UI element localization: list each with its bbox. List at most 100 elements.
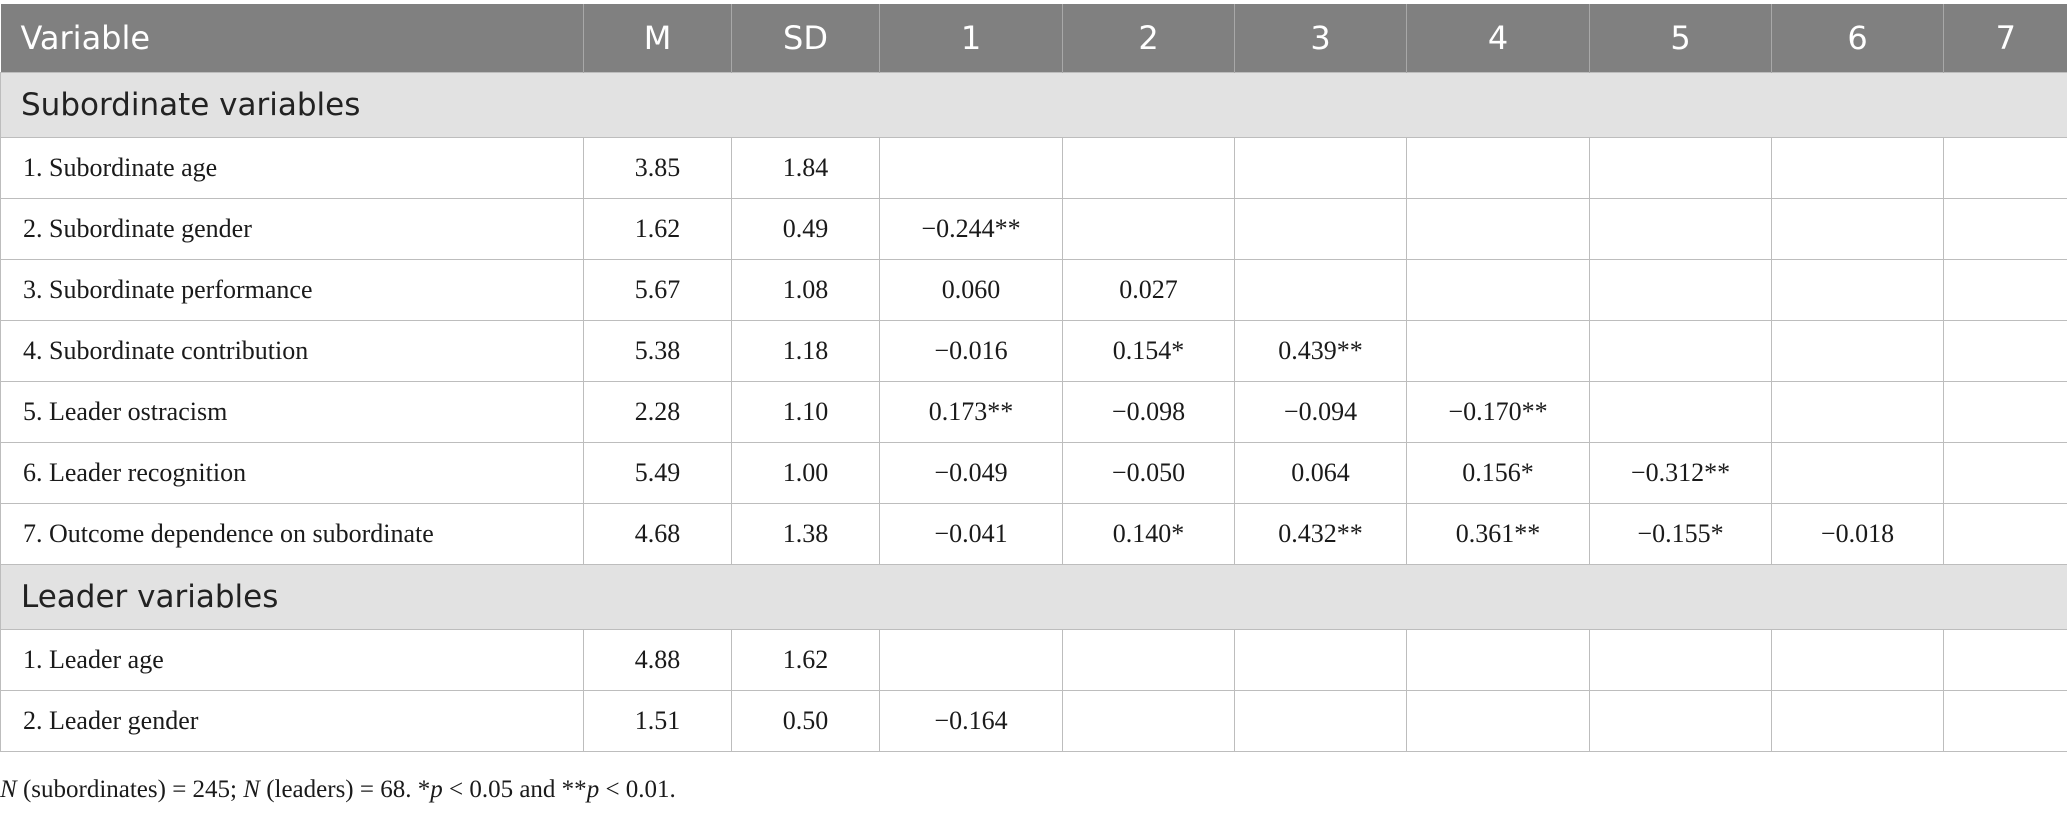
- correlation-cell-1: 0.060: [879, 259, 1063, 321]
- correlation-cell-1: −0.049: [879, 442, 1063, 504]
- header-mean: M: [583, 4, 732, 73]
- table-row: 2. Subordinate gender 1.62 0.49 −0.244**: [0, 198, 2067, 260]
- footnote-p-symbol-1: p: [430, 776, 443, 803]
- correlation-cell-6: [1771, 137, 1944, 199]
- correlation-cell-4: [1406, 320, 1590, 382]
- variable-label: 1. Subordinate age: [0, 137, 584, 199]
- correlation-cell-6: [1771, 198, 1944, 260]
- correlation-cell-3: [1234, 629, 1407, 691]
- correlation-cell-5: [1589, 690, 1772, 752]
- correlation-cell-5: [1589, 629, 1772, 691]
- sd-cell: 1.62: [731, 629, 880, 691]
- correlation-cell-1: −0.244**: [879, 198, 1063, 260]
- correlation-cell-4: [1406, 259, 1590, 321]
- table-row: 4. Subordinate contribution 5.38 1.18 −0.01…: [0, 320, 2067, 382]
- mean-cell: 1.51: [583, 690, 732, 752]
- header-col-3: 3: [1234, 4, 1407, 73]
- correlation-cell-4: [1406, 137, 1590, 199]
- correlation-cell-4: [1406, 690, 1590, 752]
- variable-label: 5. Leader ostracism: [0, 381, 584, 443]
- correlation-cell-7: [1943, 442, 2067, 504]
- section-title: Subordinate variables: [0, 72, 2067, 138]
- footnote-text-3: < 0.05 and **: [442, 776, 587, 803]
- correlation-cell-2: 0.140*: [1062, 503, 1235, 565]
- correlation-cell-4: 0.156*: [1406, 442, 1590, 504]
- mean-cell: 5.38: [583, 320, 732, 382]
- header-col-4: 4: [1406, 4, 1590, 73]
- mean-cell: 4.68: [583, 503, 732, 565]
- sd-cell: 1.00: [731, 442, 880, 504]
- table-footnote: N (subordinates) = 245; N (leaders) = 68…: [0, 776, 676, 804]
- variable-label: 6. Leader recognition: [0, 442, 584, 504]
- correlation-cell-5: [1589, 198, 1772, 260]
- sd-cell: 1.18: [731, 320, 880, 382]
- correlation-cell-7: [1943, 629, 2067, 691]
- correlation-cell-2: [1062, 198, 1235, 260]
- variable-label: 2. Leader gender: [0, 690, 584, 752]
- variable-label: 2. Subordinate gender: [0, 198, 584, 260]
- table-row: 1. Leader age 4.88 1.62: [0, 629, 2067, 691]
- correlation-cell-1: −0.041: [879, 503, 1063, 565]
- correlation-cell-4: [1406, 629, 1590, 691]
- variable-label: 1. Leader age: [0, 629, 584, 691]
- section-row: Subordinate variables: [0, 72, 2067, 138]
- correlation-cell-5: [1589, 259, 1772, 321]
- correlation-cell-7: [1943, 690, 2067, 752]
- section-row: Leader variables: [0, 564, 2067, 630]
- correlation-cell-6: [1771, 381, 1944, 443]
- variable-label: 3. Subordinate performance: [0, 259, 584, 321]
- sd-cell: 0.49: [731, 198, 880, 260]
- correlation-cell-3: [1234, 259, 1407, 321]
- correlation-cell-4: 0.361**: [1406, 503, 1590, 565]
- sd-cell: 1.10: [731, 381, 880, 443]
- header-col-2: 2: [1062, 4, 1235, 73]
- correlation-cell-2: [1062, 629, 1235, 691]
- correlation-cell-3: [1234, 137, 1407, 199]
- correlation-cell-6: [1771, 442, 1944, 504]
- correlation-cell-5: [1589, 381, 1772, 443]
- footnote-n-symbol-2: N: [243, 776, 260, 803]
- sd-cell: 1.08: [731, 259, 880, 321]
- correlation-cell-2: 0.154*: [1062, 320, 1235, 382]
- correlation-cell-3: [1234, 690, 1407, 752]
- correlation-cell-1: −0.164: [879, 690, 1063, 752]
- correlation-cell-4: −0.170**: [1406, 381, 1590, 443]
- correlation-cell-2: [1062, 137, 1235, 199]
- header-variable: Variable: [0, 4, 584, 73]
- correlation-cell-7: [1943, 137, 2067, 199]
- correlation-cell-6: [1771, 629, 1944, 691]
- table-row: 6. Leader recognition 5.49 1.00 −0.049 −0.05…: [0, 442, 2067, 504]
- correlation-table-wrapper: Variable M SD 1 2 3 4 5 6 7 Subordinate …: [0, 4, 2067, 752]
- correlation-cell-7: [1943, 503, 2067, 565]
- table-row: 3. Subordinate performance 5.67 1.08 0.060 0…: [0, 259, 2067, 321]
- correlation-cell-6: [1771, 320, 1944, 382]
- correlation-cell-2: −0.050: [1062, 442, 1235, 504]
- footnote-n-symbol-1: N: [0, 776, 17, 803]
- footnote-text-4: < 0.01.: [599, 776, 676, 803]
- correlation-cell-3: 0.432**: [1234, 503, 1407, 565]
- table-header: Variable M SD 1 2 3 4 5 6 7: [0, 4, 2067, 73]
- header-col-6: 6: [1771, 4, 1944, 73]
- correlation-cell-6: −0.018: [1771, 503, 1944, 565]
- correlation-cell-1: 0.173**: [879, 381, 1063, 443]
- mean-cell: 2.28: [583, 381, 732, 443]
- section-title: Leader variables: [0, 564, 2067, 630]
- correlation-cell-5: [1589, 137, 1772, 199]
- table-row: 5. Leader ostracism 2.28 1.10 0.173** −0.098…: [0, 381, 2067, 443]
- mean-cell: 1.62: [583, 198, 732, 260]
- correlation-cell-7: [1943, 320, 2067, 382]
- header-sd: SD: [731, 4, 880, 73]
- correlation-cell-5: [1589, 320, 1772, 382]
- correlation-cell-6: [1771, 690, 1944, 752]
- table-row: 1. Subordinate age 3.85 1.84: [0, 137, 2067, 199]
- table-body: Subordinate variables 1. Subordinate age 3…: [0, 72, 2067, 752]
- correlation-cell-3: −0.094: [1234, 381, 1407, 443]
- sd-cell: 0.50: [731, 690, 880, 752]
- mean-cell: 5.49: [583, 442, 732, 504]
- correlation-cell-7: [1943, 198, 2067, 260]
- mean-cell: 5.67: [583, 259, 732, 321]
- correlation-cell-1: −0.016: [879, 320, 1063, 382]
- correlation-cell-5: −0.155*: [1589, 503, 1772, 565]
- header-col-1: 1: [879, 4, 1063, 73]
- correlation-cell-3: 0.064: [1234, 442, 1407, 504]
